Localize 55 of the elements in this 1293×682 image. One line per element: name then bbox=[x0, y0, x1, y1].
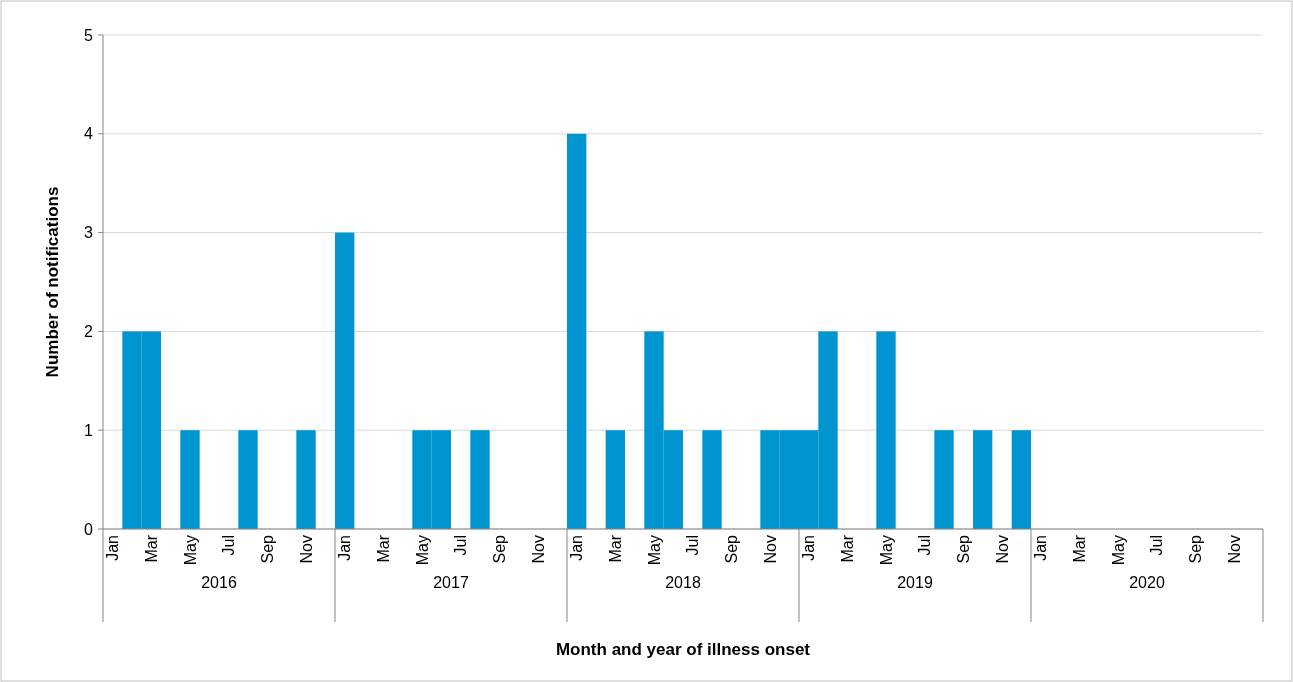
bar bbox=[470, 430, 490, 529]
x-tick-label: Jan bbox=[800, 535, 818, 561]
x-tick-label: Jul bbox=[916, 535, 934, 556]
text: 2016 bbox=[201, 574, 237, 591]
text: 2017 bbox=[433, 574, 469, 591]
x-tick-label: May bbox=[413, 535, 431, 566]
x-tick-label: Mar bbox=[142, 534, 160, 563]
x-tick-label: May bbox=[645, 535, 663, 566]
x-tick-label: Mar bbox=[838, 534, 856, 563]
x-tick-label: Jan bbox=[1032, 535, 1050, 561]
bar bbox=[1011, 430, 1031, 529]
y-tick-label: 0 bbox=[84, 520, 94, 538]
bar bbox=[296, 430, 316, 529]
y-tick-label: 2 bbox=[84, 323, 94, 340]
x-tick-label: May bbox=[877, 535, 895, 566]
x-tick-label: Sep bbox=[490, 534, 508, 564]
bar bbox=[567, 133, 587, 529]
x-tick-label: Mar bbox=[374, 534, 392, 563]
x-tick-label: Nov bbox=[297, 535, 315, 564]
bar bbox=[605, 430, 625, 529]
x-tick-label: May bbox=[1109, 535, 1127, 566]
x-tick-label: Nov bbox=[993, 535, 1011, 564]
bar bbox=[876, 331, 896, 529]
x-tick-label: Jul bbox=[684, 535, 702, 556]
x-tick-label: Nov bbox=[761, 535, 779, 564]
x-tick-label: Sep bbox=[954, 534, 972, 564]
x-tick-label: Jul bbox=[452, 535, 470, 556]
bar bbox=[335, 232, 355, 529]
bar bbox=[702, 430, 722, 529]
x-tick-label: Nov bbox=[529, 535, 547, 564]
x-tick-label: Jan bbox=[336, 535, 354, 561]
y-axis-title: Number of notifications bbox=[43, 186, 62, 378]
bar bbox=[238, 430, 258, 529]
y-tick-label: 5 bbox=[84, 26, 94, 44]
bar bbox=[973, 430, 993, 529]
x-tick-label: Sep bbox=[722, 534, 740, 564]
x-tick-label: Jul bbox=[1148, 535, 1166, 556]
x-tick-label: Sep bbox=[1186, 534, 1204, 564]
bar bbox=[180, 430, 200, 529]
text: 2019 bbox=[897, 574, 933, 591]
x-tick-label: Sep bbox=[258, 534, 276, 564]
y-tick-label: 3 bbox=[84, 224, 94, 242]
x-tick-label: May bbox=[181, 535, 199, 566]
bar bbox=[934, 430, 954, 529]
x-tick-label: Nov bbox=[1225, 535, 1243, 564]
y-tick-label: 4 bbox=[84, 125, 94, 143]
text: 2020 bbox=[1129, 574, 1165, 591]
text: 2018 bbox=[665, 574, 701, 591]
x-tick-label: Mar bbox=[1070, 534, 1088, 563]
x-tick-label: Jan bbox=[568, 535, 586, 561]
x-tick-label: Mar bbox=[606, 534, 624, 563]
y-tick-label: 1 bbox=[84, 421, 94, 439]
x-tick-label: Jul bbox=[220, 535, 238, 556]
x-tick-label: Jan bbox=[104, 535, 122, 561]
x-axis-title: Month and year of illness onset bbox=[555, 640, 811, 659]
